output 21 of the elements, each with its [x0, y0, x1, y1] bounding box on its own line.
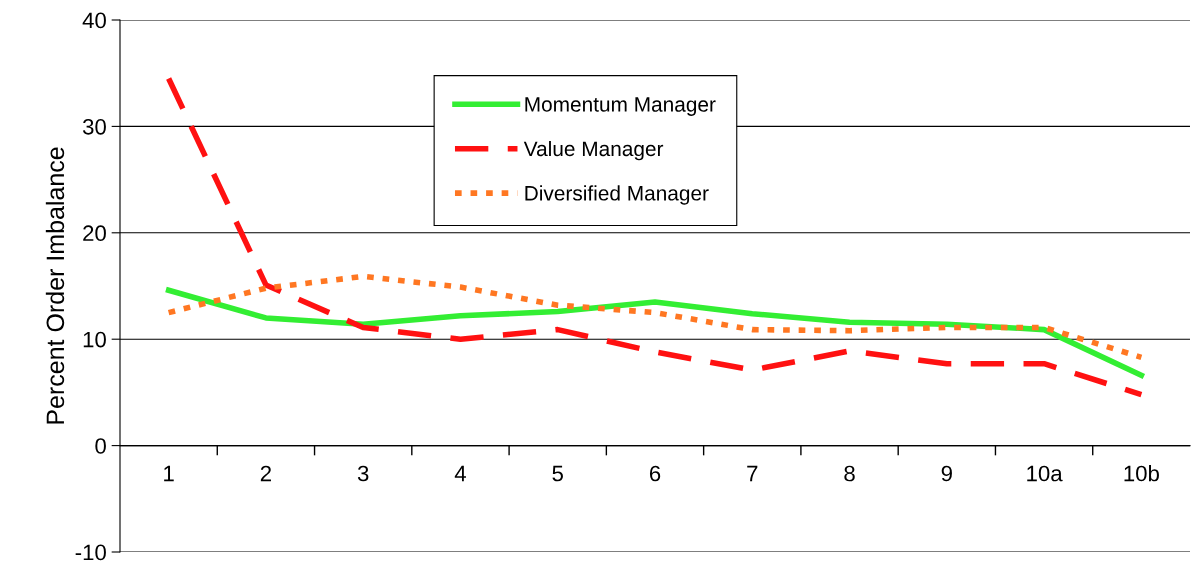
- x-tick-label: 9: [941, 465, 952, 482]
- x-tick-label: 10b: [1124, 465, 1159, 482]
- y-tick-label: 30: [82, 118, 106, 135]
- x-tick-label: 2: [260, 465, 271, 482]
- x-tick-label: 10a: [1027, 465, 1063, 482]
- x-tick-label: 8: [844, 465, 855, 482]
- x-tick-label: 7: [747, 465, 758, 482]
- x-tick-label: 1: [164, 465, 174, 482]
- legend-label: Value Manager: [523, 140, 664, 161]
- legend-label: Diversified Manager: [525, 185, 709, 205]
- y-tick-label: 40: [82, 12, 106, 29]
- y-tick-label: 10: [83, 331, 106, 348]
- y-tick-label: 0: [95, 438, 106, 454]
- x-tick-label: 4: [454, 465, 466, 482]
- x-tick-label: 6: [649, 465, 661, 482]
- x-tick-label: 5: [552, 465, 563, 482]
- x-tick-label: 3: [357, 465, 369, 482]
- y-tick-label: -10: [75, 544, 106, 561]
- y-axis-title: Percent Order Imbalance: [45, 147, 65, 424]
- y-tick-label: 20: [83, 225, 106, 242]
- legend-label: Momentum Manager: [525, 97, 716, 116]
